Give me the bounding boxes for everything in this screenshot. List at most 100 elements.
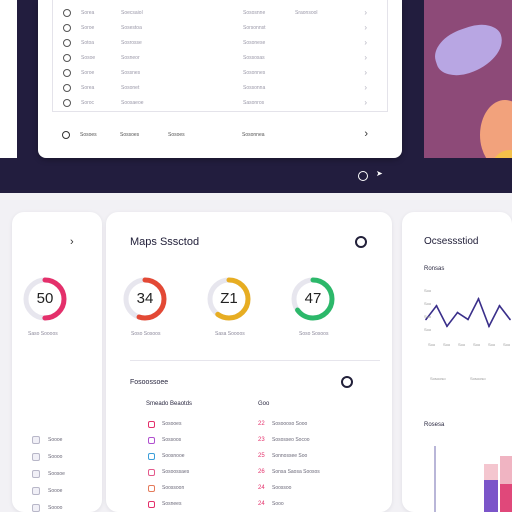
table-cell: Sasonros (243, 100, 265, 106)
clock-icon[interactable] (358, 171, 368, 181)
table-row[interactable]: Soroc Soosaeoe Sasonros › (53, 98, 389, 108)
table-cell: Sraonsool (295, 10, 318, 16)
chevron-right-icon[interactable]: › (364, 83, 367, 92)
table-cell: Soroe (81, 25, 95, 31)
table-cell: Sorsonnst (243, 25, 266, 31)
chevron-right-icon[interactable]: › (364, 8, 367, 17)
footer-cell: Sosonnea (242, 132, 265, 138)
table-footer-row[interactable]: Sosoes Sossoes Sosoes Sosonnea › (52, 128, 388, 142)
list-item-label: Soossoon (162, 485, 185, 491)
chevron-right-icon[interactable]: › (364, 68, 367, 77)
clock-icon (63, 99, 71, 107)
checkbox-icon[interactable] (32, 504, 40, 512)
list-item-label: Soooo (48, 454, 63, 460)
section-title: Fosoossoee (130, 379, 169, 386)
table-row[interactable]: Sosoe Sosneor Sossosas › (53, 53, 389, 63)
left-panel-edge (0, 0, 17, 158)
checkbox-icon[interactable] (32, 487, 40, 495)
right-card: Ocsessstiod Ronsas Soo Soo Soo Soo Soo Soo So… (402, 212, 512, 512)
table-row[interactable]: Sorea Soecsaiol Sososnne Sraonsool › (53, 8, 389, 18)
gauge-value: Z1 (220, 290, 238, 307)
table-cell: Sotoa (81, 40, 95, 46)
table-cell: Sorea (81, 10, 95, 16)
axis-tick-label: Sosooso (470, 376, 486, 381)
gauge-ring (207, 277, 251, 321)
data-point (425, 318, 427, 321)
square-icon (148, 453, 155, 460)
data-point (477, 297, 480, 300)
square-icon (148, 469, 155, 476)
gauge: 34 (122, 276, 168, 322)
series-line (425, 296, 511, 329)
table-cell: Sosonese (243, 40, 266, 46)
footer-cell: Sosoes (80, 132, 97, 138)
list-item-label: Soooe (48, 437, 63, 443)
gauge-ring (23, 277, 67, 321)
list-item-label: Soooe (48, 488, 63, 494)
settings-ring-icon[interactable] (355, 236, 367, 248)
clock-icon (63, 24, 71, 32)
gauge-label: Saso Soooos (28, 331, 58, 337)
chevron-right-icon[interactable]: › (364, 53, 367, 62)
list-header: Goo (258, 401, 270, 407)
square-icon (148, 421, 155, 428)
table-row[interactable]: Sorea Sosonet Sossonna › (53, 83, 389, 93)
y-tick-label: Soo (424, 314, 432, 319)
divider (130, 360, 380, 361)
chevron-right-icon[interactable]: › (70, 236, 74, 248)
gauge-arc (23, 277, 67, 321)
table-cell: Soosaeoe (121, 100, 144, 106)
gauge-ring (123, 277, 167, 321)
data-point (435, 304, 438, 307)
section-title: Rosesa (424, 422, 445, 428)
x-tick-label: Soo (473, 342, 481, 347)
table-cell: Sosonet (121, 85, 140, 91)
gauge-label: Soso Sosoos (299, 331, 329, 337)
list-header: Smeado Beaotds (146, 401, 193, 407)
table-body: Sorea Soecsaiol Sososnne Sraonsool › Soroe Sos… (52, 0, 388, 112)
table-cell: Sososnne (243, 10, 266, 16)
gauge: 50 (22, 276, 68, 322)
clock-icon (63, 69, 71, 77)
gauge-label: Sasa Soooos (215, 331, 245, 337)
table-cell: Sosonnes (243, 70, 266, 76)
gauge-label: Soso Sosoos (131, 331, 161, 337)
chevron-right-icon[interactable]: › (364, 98, 367, 107)
table-cell: Sosestoa (121, 25, 142, 31)
clock-icon (63, 9, 71, 17)
list-item-label: Sosooes (162, 421, 182, 427)
blob-shape (428, 18, 510, 82)
gauge-value: 50 (36, 290, 54, 307)
top-band: Sorea Soecsaiol Sososnne Sraonsool › Soroe Sos… (0, 0, 512, 193)
chevron-right-icon[interactable]: › (364, 128, 368, 140)
chevron-right-icon[interactable]: › (364, 23, 367, 32)
table-row[interactable]: Soroe Sossnes Sosonnes › (53, 68, 389, 78)
section-ring-icon[interactable] (341, 376, 353, 388)
chart-subtitle: Ronsas (424, 266, 445, 272)
list-item-label: Sossoos (162, 437, 182, 443)
table-window: Sorea Soecsaiol Sososnne Sraonsool › Soroe Sos… (38, 0, 402, 158)
gauge-value: 47 (304, 290, 322, 307)
clock-icon (63, 84, 71, 92)
x-tick-label: Soo (458, 342, 466, 347)
checkbox-icon[interactable] (32, 470, 40, 478)
list-item-number: 24 (258, 501, 265, 507)
list-item-number: 25 (258, 453, 265, 459)
data-point (509, 318, 511, 321)
square-icon (148, 501, 155, 508)
gauge-value: 34 (136, 290, 154, 307)
chevron-right-icon[interactable]: › (364, 38, 367, 47)
table-cell: Soroc (81, 100, 95, 106)
bar-axis (434, 446, 436, 512)
table-row[interactable]: Soroe Sosestoa Sorsonnst › (53, 23, 389, 33)
gauge: 47 (290, 276, 336, 322)
list-item-number: 26 (258, 469, 265, 475)
list-item-number: 24 (258, 485, 265, 491)
table-cell: Sossosas (243, 55, 265, 61)
gauge: Z1 (206, 276, 252, 322)
table-row[interactable]: Sotoa Sosrosse Sosonese › (53, 38, 389, 48)
square-icon (148, 485, 155, 492)
checkbox-icon[interactable] (32, 436, 40, 444)
cursor-icon: ➤ (376, 169, 383, 178)
checkbox-icon[interactable] (32, 453, 40, 461)
